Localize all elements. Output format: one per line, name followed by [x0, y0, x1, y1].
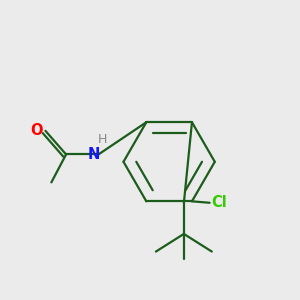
Text: O: O: [30, 123, 43, 138]
Text: Cl: Cl: [211, 195, 227, 210]
Text: H: H: [97, 133, 107, 146]
Text: N: N: [88, 147, 100, 162]
